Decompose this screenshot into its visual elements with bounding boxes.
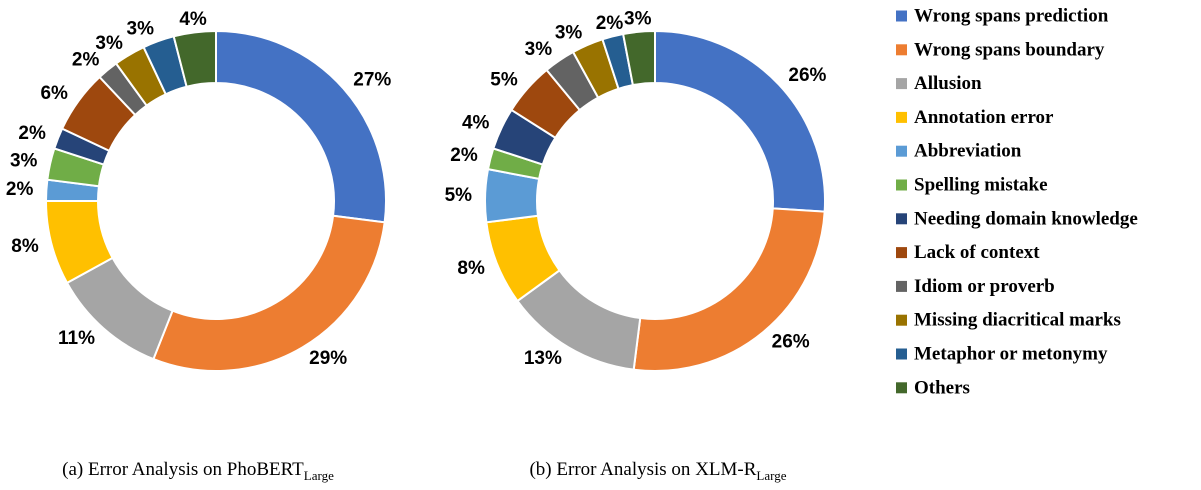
legend-label-abbreviation: Abbreviation <box>914 141 1022 162</box>
xlmr-label-idiom-or-proverb: 3% <box>525 39 553 60</box>
xlmr-label-missing-diacritical-marks: 3% <box>555 23 583 44</box>
legend-label-others: Others <box>914 377 970 398</box>
caption-phobert: (a) Error Analysis on PhoBERTLarge <box>62 459 334 483</box>
donut-chart-phobert: 27%29%11%8%2%3%2%6%2%3%3% 4% <box>6 9 391 372</box>
xlmr-label-spelling-mistake: 2% <box>450 145 478 166</box>
legend-label-lack-of-context: Lack of context <box>914 242 1040 263</box>
xlmr-label-annotation-error: 8% <box>457 258 485 279</box>
xlmr-slice-wrong-spans-prediction <box>654 29 826 213</box>
phobert-label-allusion: 11% <box>58 328 95 349</box>
legend-label-idiom-or-proverb: Idiom or proverb <box>914 276 1055 297</box>
xlmr-label-metaphor-or-metonymy: 2% <box>596 13 624 34</box>
legend-label-spelling-mistake: Spelling mistake <box>914 175 1048 196</box>
phobert-label-abbreviation: 2% <box>6 179 34 200</box>
legend-label-allusion: Allusion <box>914 73 982 94</box>
xlmr-label-abbreviation: 5% <box>445 185 473 206</box>
legend-swatch-idiom-or-proverb <box>896 280 907 292</box>
phobert-label-needing-domain-knowledge: 2% <box>18 123 46 144</box>
legend-swatch-others <box>896 382 907 394</box>
legend-swatch-wrong-spans-boundary <box>896 44 907 56</box>
caption-phobert-subscript: Large <box>304 468 334 483</box>
legend-label-wrong-spans-prediction: Wrong spans prediction <box>914 6 1109 27</box>
phobert-slice-others <box>172 29 217 88</box>
phobert-slice-wrong-spans-boundary <box>152 214 386 372</box>
legend-swatch-annotation-error <box>896 111 907 123</box>
legend: Wrong spans prediction Wrong spans bounda… <box>896 6 1138 398</box>
phobert-label-others: 4% <box>179 9 207 30</box>
phobert-label-spelling-mistake: 3% <box>10 151 38 172</box>
xlmr-label-allusion: 13% <box>524 348 562 369</box>
phobert-label-wrong-spans-prediction: 27% <box>353 69 391 90</box>
legend-label-needing-domain-knowledge: Needing domain knowledge <box>914 208 1138 229</box>
legend-label-annotation-error: Annotation error <box>914 107 1054 128</box>
phobert-label-annotation-error: 8% <box>11 236 39 257</box>
caption-xlmr-model: XLM-R <box>695 459 757 480</box>
legend-swatch-allusion <box>896 78 907 90</box>
phobert-label-wrong-spans-boundary: 29% <box>309 348 347 369</box>
caption-phobert-prefix: (a) Error Analysis on <box>62 459 227 480</box>
phobert-slice-wrong-spans-prediction <box>215 29 387 224</box>
legend-swatch-wrong-spans-prediction <box>896 10 907 22</box>
xlmr-label-lack-of-context: 5% <box>490 69 518 90</box>
caption-xlmr: (b) Error Analysis on XLM-RLarge <box>529 459 786 483</box>
caption-xlmr-subscript: Large <box>756 468 786 483</box>
phobert-label-lack-of-context: 6% <box>40 83 68 104</box>
xlmr-label-wrong-spans-prediction: 26% <box>788 65 826 86</box>
phobert-label-missing-diacritical-marks: 3% <box>95 33 123 54</box>
caption-phobert-model: PhoBERT <box>227 459 304 480</box>
legend-swatch-spelling-mistake <box>896 179 907 191</box>
legend-label-wrong-spans-boundary: Wrong spans boundary <box>914 39 1105 60</box>
legend-swatch-metaphor-or-metonymy <box>896 348 907 360</box>
caption-xlmr-prefix: (b) Error Analysis on <box>529 459 695 480</box>
xlmr-label-others: 3% <box>624 8 652 29</box>
phobert-label-metaphor-or-metonymy: 3% <box>127 18 155 39</box>
phobert-label-idiom-or-proverb: 2% <box>72 49 100 70</box>
xlmr-label-wrong-spans-boundary: 26% <box>772 332 810 353</box>
xlmr-slice-others <box>621 29 656 87</box>
legend-label-missing-diacritical-marks: Missing diacritical marks <box>914 310 1121 331</box>
legend-label-metaphor-or-metonymy: Metaphor or metonymy <box>914 344 1108 365</box>
donut-chart-xlmr: 26%26%13%8%5%2%4%5%3%3% 2% 3% <box>445 8 827 372</box>
legend-swatch-abbreviation <box>896 145 907 157</box>
legend-swatch-missing-diacritical-marks <box>896 314 907 326</box>
xlmr-label-needing-domain-knowledge: 4% <box>462 113 490 134</box>
legend-swatch-needing-domain-knowledge <box>896 213 907 225</box>
legend-swatch-lack-of-context <box>896 247 907 259</box>
